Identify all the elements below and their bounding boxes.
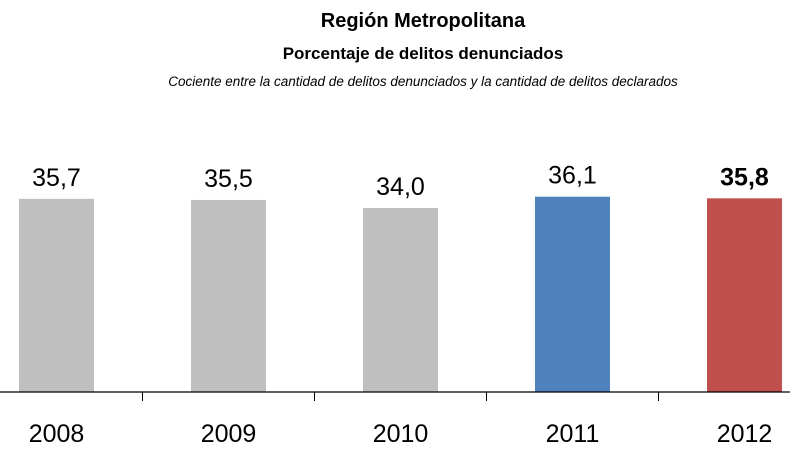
chart-subtitle: Porcentaje de delitos denunciados [282, 44, 564, 63]
bar-2009 [191, 199, 266, 392]
x-tick-label-2009: 2009 [201, 420, 257, 448]
x-tick-label-2010: 2010 [373, 420, 429, 448]
data-label-2010: 34,0 [376, 173, 425, 201]
x-tick-label-2008: 2008 [29, 420, 85, 448]
bar-2010 [363, 208, 438, 392]
x-tick-label-2011: 2011 [546, 420, 600, 448]
bar-2012 [707, 198, 782, 392]
chart-note: Cociente entre la cantidad de delitos de… [168, 74, 678, 89]
x-tick-label-2012: 2012 [717, 420, 773, 448]
chart-title: Región Metropolitana [320, 10, 526, 32]
data-label-2011: 36,1 [548, 162, 597, 190]
bar-2008 [19, 198, 94, 392]
bar-2011 [535, 196, 610, 392]
data-label-2008: 35,7 [32, 164, 81, 192]
data-label-2012: 35,8 [720, 163, 769, 191]
data-label-2009: 35,5 [204, 165, 253, 193]
